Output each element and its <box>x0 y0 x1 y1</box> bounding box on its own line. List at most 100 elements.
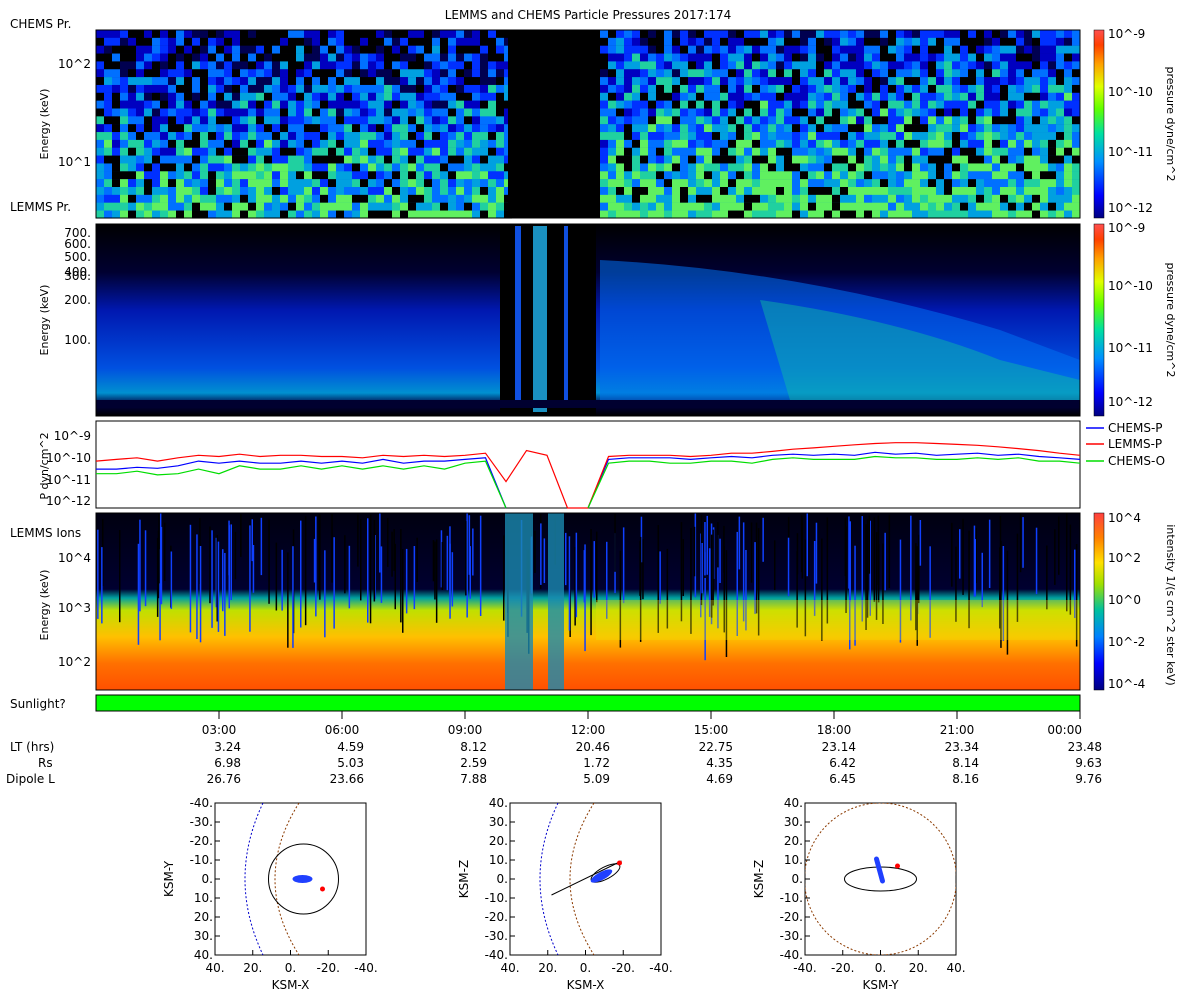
chems-cell <box>984 100 992 109</box>
ions-cb-tick-0: 10^4 <box>1108 511 1141 525</box>
chems-cell <box>856 77 864 86</box>
chems-cell <box>160 124 168 133</box>
chems-cell <box>280 139 288 148</box>
chems-cell <box>416 147 424 156</box>
chems-cell <box>184 171 192 180</box>
chems-cell <box>416 132 424 141</box>
chems-cell <box>128 77 136 86</box>
chems-cell <box>952 100 960 109</box>
chems-cell <box>904 155 912 164</box>
chems-cell <box>896 108 904 117</box>
chems-cell <box>96 155 104 164</box>
chems-cell <box>928 210 936 219</box>
chems-cell <box>712 163 720 172</box>
chems-cell <box>224 179 232 188</box>
chems-cell <box>912 45 920 54</box>
chems-cell <box>656 179 664 188</box>
chems-cell <box>400 84 408 93</box>
orbit-xtick: 0. <box>285 961 296 975</box>
chems-cell <box>760 210 768 219</box>
chems-cell <box>296 163 304 172</box>
chems-cell <box>104 45 112 54</box>
chems-cell <box>432 37 440 46</box>
chems-cell <box>312 92 320 101</box>
ephem-value: 4.35 <box>706 756 733 770</box>
chems-cell <box>296 30 304 38</box>
chems-cell <box>864 163 872 172</box>
chems-cell <box>496 187 504 195</box>
chems-cell <box>488 77 496 86</box>
chems-cell <box>648 61 656 70</box>
chems-cell <box>704 179 712 188</box>
chems-cell <box>680 45 688 54</box>
chems-cell <box>640 53 648 62</box>
chems-cell <box>408 69 416 78</box>
chems-cell <box>496 139 504 148</box>
ions-spike <box>929 546 931 638</box>
chems-cell <box>776 61 784 70</box>
chems-cell <box>456 132 464 141</box>
chems-cell <box>120 194 128 203</box>
chems-cell <box>744 171 752 180</box>
chems-cell <box>280 100 288 109</box>
chems-cell <box>880 116 888 125</box>
chems-cell <box>488 53 496 62</box>
chems-cell <box>1040 171 1048 180</box>
ions-spike <box>260 517 263 576</box>
chems-cell <box>1032 84 1040 93</box>
chems-cell <box>1008 108 1016 117</box>
orbit-ytick: -10. <box>780 891 803 905</box>
ions-spike <box>451 552 454 607</box>
chems-cell <box>1048 187 1056 195</box>
chems-cell <box>264 139 272 148</box>
chems-cell <box>992 171 1000 180</box>
pressure-plot-area <box>95 420 1081 509</box>
chems-cell <box>720 84 728 93</box>
chems-cell <box>208 92 216 101</box>
chems-cell <box>496 77 504 86</box>
chems-cell <box>128 69 136 78</box>
chems-cell <box>240 37 248 46</box>
chems-cell <box>608 202 616 211</box>
chems-cell <box>656 124 664 133</box>
ions-spike <box>1074 549 1076 618</box>
chems-cell <box>704 37 712 46</box>
ions-spike <box>543 538 546 583</box>
chems-cell <box>976 108 984 117</box>
chems-cell <box>1072 194 1080 203</box>
chems-cell <box>1024 179 1032 188</box>
ions-spike <box>614 514 616 572</box>
chems-cell <box>392 92 400 101</box>
chems-cell <box>856 92 864 101</box>
chems-cell <box>424 45 432 54</box>
chems-cell <box>656 147 664 156</box>
chems-cell <box>448 108 456 117</box>
spacecraft-marker <box>895 863 900 869</box>
ions-spike <box>757 528 760 636</box>
ions-spike <box>1035 527 1038 595</box>
chems-cell <box>760 61 768 70</box>
chems-cell <box>312 210 320 219</box>
chems-cell <box>880 84 888 93</box>
chems-cell <box>352 210 360 219</box>
chems-cell <box>440 147 448 156</box>
panel-lemms-pressure: LEMMS Pr. Energy (keV) 700. 600. 500. 40… <box>10 200 1177 417</box>
chems-cell <box>344 171 352 180</box>
chems-cell <box>120 92 128 101</box>
chems-cell <box>152 194 160 203</box>
chems-cell <box>1024 210 1032 219</box>
chems-cell <box>464 61 472 70</box>
chems-cell <box>1072 84 1080 93</box>
chems-cell <box>992 61 1000 70</box>
chems-cell <box>904 37 912 46</box>
chems-cell <box>968 132 976 141</box>
chems-cell <box>968 100 976 109</box>
chems-cell <box>400 30 408 38</box>
chems-cell <box>328 147 336 156</box>
chems-cell <box>432 69 440 78</box>
chems-cell <box>648 132 656 141</box>
chems-cell <box>624 139 632 148</box>
chems-cell <box>848 69 856 78</box>
chems-cell <box>104 53 112 62</box>
chems-cell <box>144 171 152 180</box>
